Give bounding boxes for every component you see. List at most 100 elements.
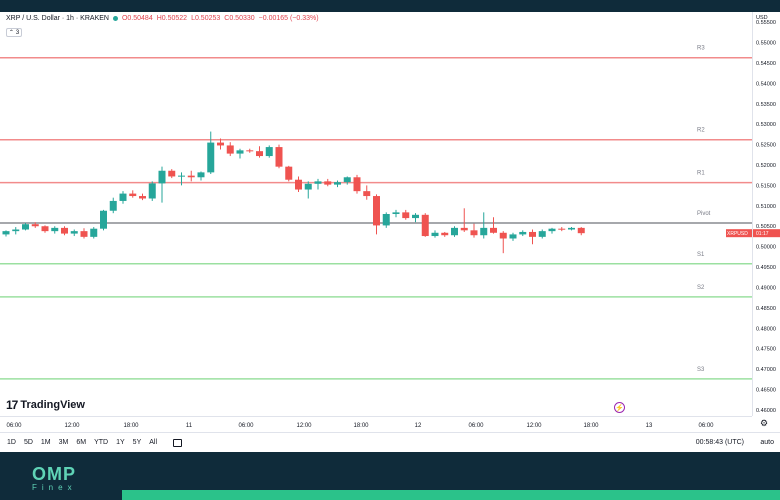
candle-body bbox=[2, 231, 10, 235]
time-axis[interactable]: 06:00 12:00 18:00 11 06:00 12:00 18:00 12 06:00 1… bbox=[0, 416, 752, 430]
tradingview-logo[interactable]: 17 TradingView bbox=[6, 398, 85, 412]
indicators-toggle[interactable]: ⌃ 3 bbox=[6, 28, 22, 37]
candle-body bbox=[324, 181, 332, 185]
ohlc-close: C0.50330 bbox=[224, 15, 255, 22]
candle-body bbox=[12, 229, 20, 232]
pivot-level-label: S3 bbox=[697, 367, 705, 373]
candle-body bbox=[304, 183, 312, 190]
candle-body bbox=[392, 212, 400, 214]
price-tick-label: 0.47500 bbox=[756, 347, 776, 353]
candle-body bbox=[217, 142, 224, 146]
candle-body bbox=[490, 227, 497, 233]
market-status-icon bbox=[112, 16, 118, 21]
timeframe-button[interactable]: 1D bbox=[7, 439, 16, 446]
timeframe-button[interactable]: All bbox=[149, 439, 158, 446]
price-tick-label: 0.50500 bbox=[756, 224, 776, 230]
candle-body bbox=[382, 214, 390, 226]
time-tick-label: 12:00 bbox=[526, 423, 542, 429]
candle-body bbox=[460, 227, 468, 231]
candle-body bbox=[236, 150, 244, 154]
candle-body bbox=[178, 175, 185, 177]
gear-icon[interactable]: ⚙ bbox=[759, 417, 769, 428]
timeframe-button[interactable]: 6M bbox=[76, 439, 87, 446]
candle-body bbox=[421, 214, 429, 237]
candle-body bbox=[577, 227, 585, 234]
utc-clock[interactable]: 00:58:43 (UTC) bbox=[695, 439, 744, 446]
candlestick-chart[interactable]: R3 R2 R1 Pivot S1 S2 S3 XRPUSD bbox=[0, 12, 752, 416]
candle-body bbox=[363, 191, 371, 197]
price-tick-label: 0.49500 bbox=[756, 265, 776, 271]
candle-body bbox=[538, 231, 546, 237]
calendar-icon[interactable] bbox=[173, 438, 183, 447]
candle-body bbox=[139, 196, 146, 199]
candle-body bbox=[246, 150, 254, 152]
time-tick-label: 11 bbox=[186, 423, 193, 429]
candle-body bbox=[31, 224, 39, 227]
price-axis[interactable]: 0.55500 0.55000 0.54500 0.54000 0.53500 0.530… bbox=[752, 12, 780, 416]
countdown-label: 01:17 bbox=[756, 231, 769, 237]
time-tick-label: 18:00 bbox=[583, 423, 599, 429]
time-tick-label: 06:00 bbox=[468, 423, 484, 429]
price-tick-label: 0.54500 bbox=[756, 61, 776, 67]
candle-body bbox=[80, 231, 88, 237]
price-tag-symbol: XRPUSD bbox=[727, 231, 748, 237]
candle-body bbox=[285, 166, 293, 180]
price-axis-scale: 0.55500 0.55000 0.54500 0.54000 0.53500 0.530… bbox=[753, 15, 780, 414]
lightning-icon[interactable]: ⚡ bbox=[614, 402, 625, 413]
candle-body bbox=[158, 170, 166, 184]
symbol-title[interactable]: XRP / U.S. Dollar · 1h · KRAKEN bbox=[6, 15, 109, 22]
candle-body bbox=[187, 175, 195, 178]
price-tick-label: 0.52000 bbox=[756, 163, 776, 169]
indicator-count: 3 bbox=[15, 29, 20, 36]
candle-body bbox=[109, 200, 117, 211]
price-tick-label: 0.46500 bbox=[756, 387, 776, 393]
price-tick-label: 0.48000 bbox=[756, 326, 776, 332]
time-tick-label: 18:00 bbox=[353, 423, 369, 429]
bottom-toolbar: 1D 5D 1M 3M 6M YTD 1Y 5Y All 00:58:43 (UTC) auto bbox=[0, 432, 780, 452]
price-tick-label: 0.52500 bbox=[756, 143, 776, 149]
candle-body bbox=[402, 212, 410, 219]
price-tick-label: 0.53000 bbox=[756, 122, 776, 128]
price-tick-label: 0.55500 bbox=[756, 20, 776, 26]
candle-body bbox=[529, 231, 536, 237]
candle-body bbox=[22, 224, 29, 230]
pivot-level-label: R3 bbox=[697, 46, 705, 52]
timeframe-button[interactable]: 1M bbox=[40, 439, 51, 446]
candle-body bbox=[431, 232, 439, 237]
candle-body bbox=[100, 210, 107, 229]
candle-body bbox=[499, 232, 507, 239]
candle-body bbox=[568, 227, 575, 230]
price-tick-label: 0.47000 bbox=[756, 367, 776, 373]
timeframe-button[interactable]: 5D bbox=[23, 439, 33, 446]
timeframe-button[interactable]: 1Y bbox=[116, 439, 125, 446]
timeframe-button[interactable]: 5Y bbox=[132, 439, 142, 446]
brand-footer: OMP Finex bbox=[0, 452, 780, 500]
ohlc-open: O0.50484 bbox=[121, 15, 153, 22]
price-tick-label: 0.51500 bbox=[756, 183, 776, 189]
chart-pane[interactable]: R3 R2 R1 Pivot S1 S2 S3 XRPUSD XRP / U.S. Dolla… bbox=[0, 12, 752, 416]
candle-body bbox=[295, 179, 302, 190]
timeframe-button[interactable]: YTD bbox=[94, 439, 109, 446]
candle-body bbox=[90, 228, 98, 237]
price-tick-label: 0.54000 bbox=[756, 81, 776, 87]
time-tick-label: 18:00 bbox=[123, 423, 139, 429]
candle-body bbox=[51, 227, 59, 232]
time-tick-label: 06:00 bbox=[238, 423, 254, 429]
candle-body bbox=[168, 170, 176, 177]
candle-body bbox=[197, 172, 205, 178]
countdown-tag-bg bbox=[753, 229, 780, 238]
price-tick-label: 0.55000 bbox=[756, 41, 776, 47]
tradingview-mark-icon: 17 bbox=[6, 398, 18, 412]
candle-body bbox=[129, 193, 137, 197]
pivot-level-label: S2 bbox=[697, 285, 705, 291]
timeframe-button[interactable]: 3M bbox=[58, 439, 69, 446]
candle-body bbox=[265, 147, 273, 157]
time-tick-label: 12 bbox=[415, 423, 422, 429]
pivot-level-label: Pivot bbox=[697, 211, 711, 217]
chart-window: R3 R2 R1 Pivot S1 S2 S3 XRPUSD XRP / U.S. Dolla… bbox=[0, 12, 780, 452]
candle-body bbox=[509, 234, 517, 239]
candle-body bbox=[353, 177, 361, 192]
pivot-level-label: S1 bbox=[697, 252, 705, 258]
tradingview-logo-text: TradingView bbox=[20, 399, 85, 411]
auto-scale-toggle[interactable]: auto bbox=[760, 439, 774, 446]
